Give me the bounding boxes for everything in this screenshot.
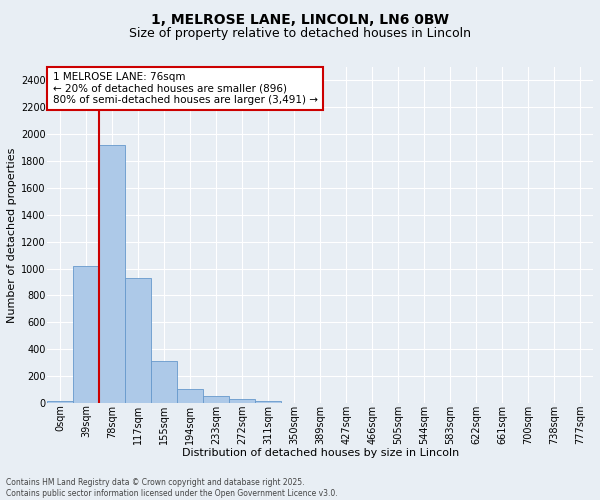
Bar [47, 401, 73, 403]
Y-axis label: Number of detached properties: Number of detached properties [7, 148, 17, 322]
Bar [177, 389, 203, 403]
Text: 1, MELROSE LANE, LINCOLN, LN6 0BW: 1, MELROSE LANE, LINCOLN, LN6 0BW [151, 12, 449, 26]
Bar [125, 278, 151, 403]
Text: Size of property relative to detached houses in Lincoln: Size of property relative to detached ho… [129, 28, 471, 40]
Bar [99, 145, 125, 403]
Bar [203, 396, 229, 403]
Text: Contains HM Land Registry data © Crown copyright and database right 2025.
Contai: Contains HM Land Registry data © Crown c… [6, 478, 338, 498]
Bar [151, 362, 177, 403]
Bar [73, 266, 99, 403]
Text: 1 MELROSE LANE: 76sqm
← 20% of detached houses are smaller (896)
80% of semi-det: 1 MELROSE LANE: 76sqm ← 20% of detached … [53, 72, 318, 105]
X-axis label: Distribution of detached houses by size in Lincoln: Distribution of detached houses by size … [182, 448, 459, 458]
Bar [229, 399, 255, 403]
Bar [255, 401, 281, 403]
